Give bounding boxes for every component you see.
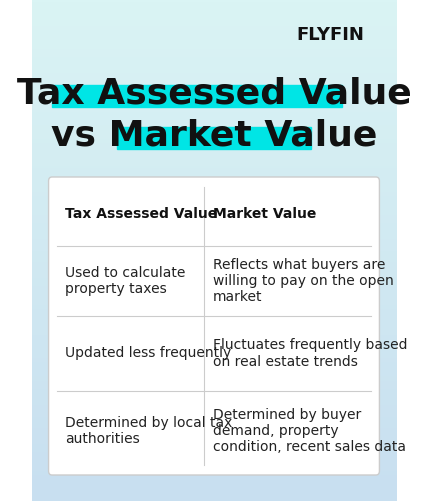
Text: Used to calculate
property taxes: Used to calculate property taxes xyxy=(65,266,185,296)
Text: Tax Assessed Value: Tax Assessed Value xyxy=(17,76,411,110)
Text: FLYFIN: FLYFIN xyxy=(296,26,364,44)
FancyBboxPatch shape xyxy=(49,177,379,475)
Text: Determined by local tax
authorities: Determined by local tax authorities xyxy=(65,416,232,446)
Text: Tax Assessed Value: Tax Assessed Value xyxy=(65,206,217,220)
Text: Market Value: Market Value xyxy=(213,206,316,220)
Text: Determined by buyer
demand, property
condition, recent sales data: Determined by buyer demand, property con… xyxy=(213,408,406,454)
Text: Fluctuates frequently based
on real estate trends: Fluctuates frequently based on real esta… xyxy=(213,338,407,369)
Text: vs Market Value: vs Market Value xyxy=(51,118,377,152)
FancyBboxPatch shape xyxy=(117,127,311,149)
Text: Reflects what buyers are
willing to pay on the open
market: Reflects what buyers are willing to pay … xyxy=(213,258,394,304)
Text: Updated less frequently: Updated less frequently xyxy=(65,347,231,361)
FancyBboxPatch shape xyxy=(52,85,342,107)
